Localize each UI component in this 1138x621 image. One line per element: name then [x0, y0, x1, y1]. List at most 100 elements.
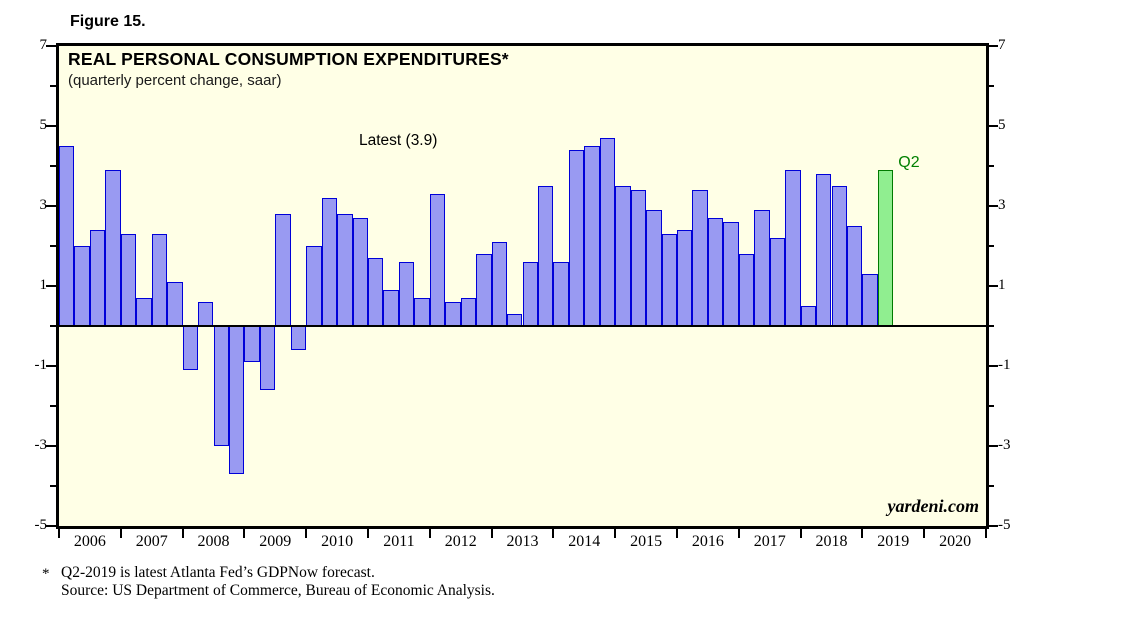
- bar-2018-q2: [816, 174, 832, 326]
- latest-annotation: Latest (3.9): [359, 132, 438, 149]
- x-axis-tick: [243, 529, 246, 538]
- figure-label: Figure 15.: [70, 13, 146, 30]
- bar-2016-q1: [677, 230, 693, 326]
- y-major-tick-left: [46, 525, 56, 527]
- y-minor-tick-left: [50, 405, 56, 407]
- y-axis-label-right: 7: [998, 37, 1006, 53]
- y-axis-label-right: -1: [998, 357, 1011, 373]
- zero-line: [59, 325, 986, 327]
- x-axis-label-2006: 2006: [73, 533, 106, 550]
- x-axis-label-2020: 2020: [939, 533, 972, 550]
- bar-2014-q2: [568, 150, 585, 326]
- x-axis-label-2009: 2009: [259, 533, 292, 550]
- bar-2007-q3: [151, 234, 168, 326]
- bar-2006-q4: [105, 170, 121, 326]
- y-minor-tick-left: [50, 245, 56, 247]
- bar-2013-q3: [522, 262, 538, 326]
- x-axis-label-2017: 2017: [753, 533, 786, 550]
- y-minor-tick-left: [50, 165, 56, 167]
- bar-2009-q1: [244, 326, 260, 362]
- footnote-line1: Q2-2019 is latest Atlanta Fed’s GDPNow f…: [61, 564, 375, 581]
- bar-2012-q4: [476, 254, 492, 326]
- bar-2016-q3: [707, 218, 724, 326]
- bar-2006-q2: [74, 246, 90, 326]
- footnote-marker: *: [42, 566, 50, 582]
- chart-title: REAL PERSONAL CONSUMPTION EXPENDITURES*: [68, 49, 509, 69]
- bar-2012-q3: [460, 298, 477, 326]
- bar-2018-q4: [846, 226, 863, 326]
- y-major-tick-right: [988, 445, 998, 447]
- bar-2009-q3: [275, 214, 291, 326]
- bar-2011-q2: [383, 290, 399, 326]
- bar-2006-q1: [59, 146, 75, 326]
- y-axis-label-left: 5: [39, 117, 48, 133]
- bar-2010-q4: [352, 218, 368, 326]
- y-minor-tick-right: [988, 405, 994, 407]
- x-axis-tick: [985, 529, 987, 538]
- y-axis-label-right: 3: [998, 197, 1006, 213]
- y-major-tick-right: [988, 525, 998, 527]
- x-axis-tick: [552, 529, 555, 538]
- y-major-tick-left: [46, 45, 56, 47]
- x-axis-tick: [861, 529, 864, 538]
- x-axis-label-2013: 2013: [506, 533, 539, 550]
- footnote-line2: Source: US Department of Commerce, Burea…: [61, 582, 495, 599]
- bar-2014-q1: [553, 262, 569, 326]
- bar-2014-q4: [599, 138, 616, 326]
- x-axis-label-2015: 2015: [630, 533, 663, 550]
- bar-2011-q4: [414, 298, 430, 326]
- footnotes: Q2-2019 is latest Atlanta Fed’s GDPNow f…: [61, 564, 495, 600]
- bar-2009-q2: [259, 326, 276, 390]
- y-major-tick-right: [988, 365, 998, 367]
- y-axis-label-right: 1: [998, 277, 1006, 293]
- x-axis-tick: [923, 529, 926, 538]
- bar-2019-q1: [862, 274, 878, 326]
- bar-2015-q2: [630, 190, 647, 326]
- y-axis-label-right: 5: [998, 117, 1006, 133]
- y-minor-tick-left: [50, 85, 56, 87]
- bar-2007-q1: [120, 234, 137, 326]
- y-axis-label-left: 7: [39, 37, 48, 53]
- bar-2006-q3: [89, 230, 106, 326]
- x-axis-label-2008: 2008: [197, 533, 230, 550]
- bar-2013-q4: [537, 186, 554, 326]
- bar-2011-q3: [398, 262, 415, 326]
- x-axis-label-2010: 2010: [321, 533, 354, 550]
- bar-2014-q3: [584, 146, 600, 326]
- y-axis-label-left: -3: [34, 437, 48, 453]
- forecast-bar-2019-q2: [877, 170, 894, 326]
- chart-subtitle: (quarterly percent change, saar): [68, 72, 282, 89]
- bar-2010-q3: [337, 214, 353, 326]
- x-axis-tick: [428, 529, 431, 538]
- bar-2016-q4: [723, 222, 739, 326]
- x-axis-tick: [367, 529, 369, 538]
- y-minor-tick-right: [988, 165, 994, 167]
- y-minor-tick-left: [50, 485, 56, 487]
- forecast-q2-label: Q2: [898, 154, 920, 171]
- y-axis-label-right: -5: [998, 517, 1011, 533]
- bar-2017-q3: [769, 238, 786, 326]
- x-axis-label-2014: 2014: [568, 533, 601, 550]
- y-axis-label-left: 1: [39, 277, 48, 293]
- x-axis-label-2018: 2018: [815, 533, 848, 550]
- bar-2010-q2: [321, 198, 338, 326]
- bar-2016-q2: [692, 190, 708, 326]
- y-axis-label-left: 3: [39, 197, 48, 213]
- y-major-tick-left: [46, 285, 56, 287]
- y-minor-tick-right: [988, 245, 994, 247]
- watermark: yardeni.com: [887, 496, 980, 516]
- bar-2007-q4: [167, 282, 183, 326]
- y-major-tick-right: [988, 285, 998, 287]
- bar-2018-q3: [831, 186, 847, 326]
- x-axis-tick: [737, 529, 740, 538]
- bar-2015-q4: [661, 234, 677, 326]
- x-axis-label-2012: 2012: [444, 533, 477, 550]
- y-major-tick-right: [988, 125, 998, 127]
- bar-2010-q1: [306, 246, 322, 326]
- y-major-tick-left: [46, 365, 56, 367]
- y-minor-tick-right: [988, 85, 994, 87]
- bar-2015-q3: [646, 210, 662, 326]
- x-axis-tick: [799, 529, 802, 538]
- x-axis-tick: [490, 529, 493, 538]
